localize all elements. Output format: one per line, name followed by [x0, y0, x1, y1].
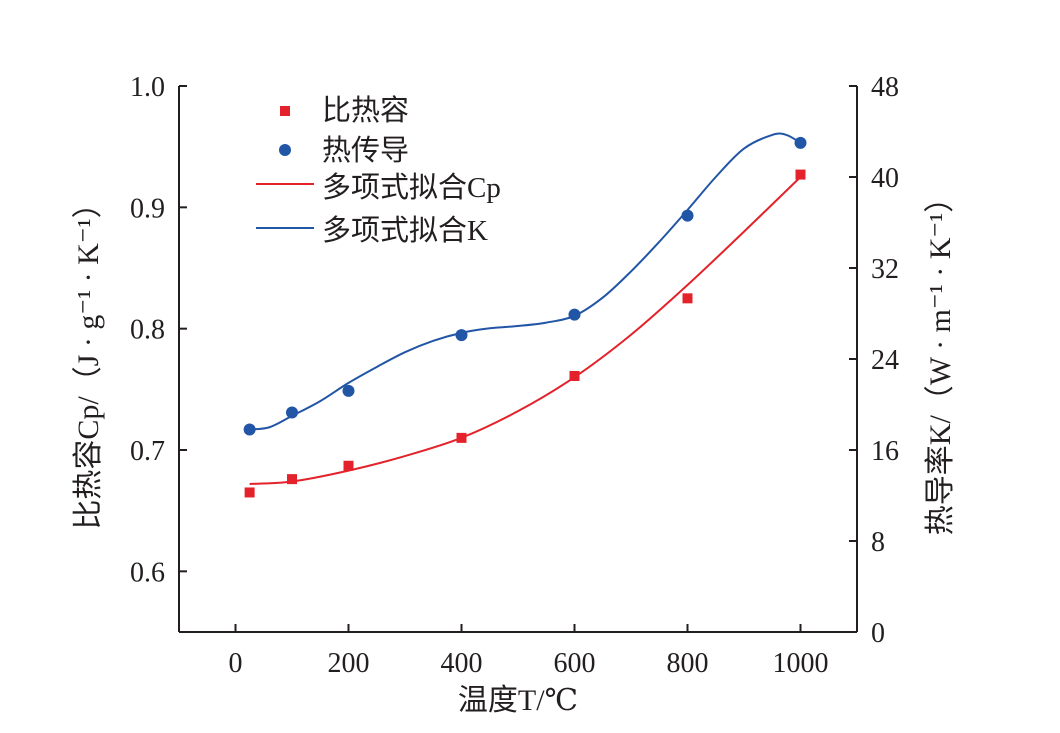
x-axis-title: 温度T/℃	[458, 684, 578, 717]
left-y-tick-label: 0.6	[130, 557, 165, 588]
legend-label-thermal-conduction: 热传导	[322, 134, 409, 167]
legend-label-specific-heat: 比热容	[322, 94, 409, 127]
thermal-conductivity-point	[455, 329, 468, 342]
right-y-tick-label: 0	[871, 618, 885, 649]
legend-marker-square	[280, 106, 290, 116]
right-y-tick-label: 8	[871, 527, 885, 558]
x-axis-ticks: 0 200 400 600 800 1000	[229, 624, 829, 679]
fit-lines	[249, 132, 802, 485]
left-y-axis-ticks: 0.6 0.7 0.8 0.9 1.0	[130, 72, 187, 588]
x-tick-label: 1000	[773, 648, 829, 679]
thermal-conductivity-point	[342, 384, 355, 397]
specific-heat-point	[795, 169, 806, 180]
thermal-conductivity-point	[794, 136, 807, 149]
x-tick-label: 800	[667, 648, 709, 679]
data-markers	[243, 136, 807, 498]
x-tick-label: 400	[441, 648, 483, 679]
right-y-tick-label: 24	[871, 345, 899, 376]
thermal-conductivity-point	[286, 406, 298, 419]
right-y-tick-label: 16	[871, 436, 899, 467]
legend-label-cp-fit: 多项式拟合Cp	[322, 171, 501, 204]
x-tick-label: 200	[328, 648, 370, 679]
specific-heat-point	[456, 432, 467, 443]
right-y-tick-label: 32	[871, 254, 899, 285]
right-y-tick-label: 40	[871, 163, 899, 194]
specific-heat-point	[569, 370, 580, 381]
left-y-axis-title: 比热容Cp/（J · g⁻¹ · K⁻¹）	[72, 188, 105, 529]
x-tick-label: 600	[554, 648, 596, 679]
specific-heat-point	[682, 293, 693, 304]
right-y-tick-label: 48	[871, 72, 899, 103]
left-y-tick-label: 0.8	[130, 315, 165, 346]
legend: 比热容 热传导 多项式拟合Cp 多项式拟合K	[256, 94, 501, 247]
specific-heat-point	[244, 487, 255, 498]
left-y-tick-label: 0.7	[130, 436, 165, 467]
left-y-tick-label: 1.0	[130, 72, 165, 103]
left-y-tick-label: 0.9	[130, 193, 165, 224]
legend-label-k-fit: 多项式拟合K	[322, 214, 488, 247]
thermal-conductivity-point	[568, 308, 581, 321]
cp-fit-line	[249, 176, 802, 485]
plot-frame	[178, 86, 858, 633]
specific-heat-point	[287, 474, 297, 485]
k-fit-line	[249, 132, 802, 431]
right-y-axis-ticks: 0 8 16 24 32 40 48	[849, 72, 899, 649]
thermal-conductivity-point	[243, 423, 256, 436]
x-tick-label: 0	[229, 648, 243, 679]
right-y-axis-title: 热导率K/（W · m⁻¹ · K⁻¹）	[924, 183, 957, 535]
legend-marker-circle	[279, 144, 291, 156]
specific-heat-point	[343, 460, 354, 471]
thermal-conductivity-point	[681, 209, 694, 222]
